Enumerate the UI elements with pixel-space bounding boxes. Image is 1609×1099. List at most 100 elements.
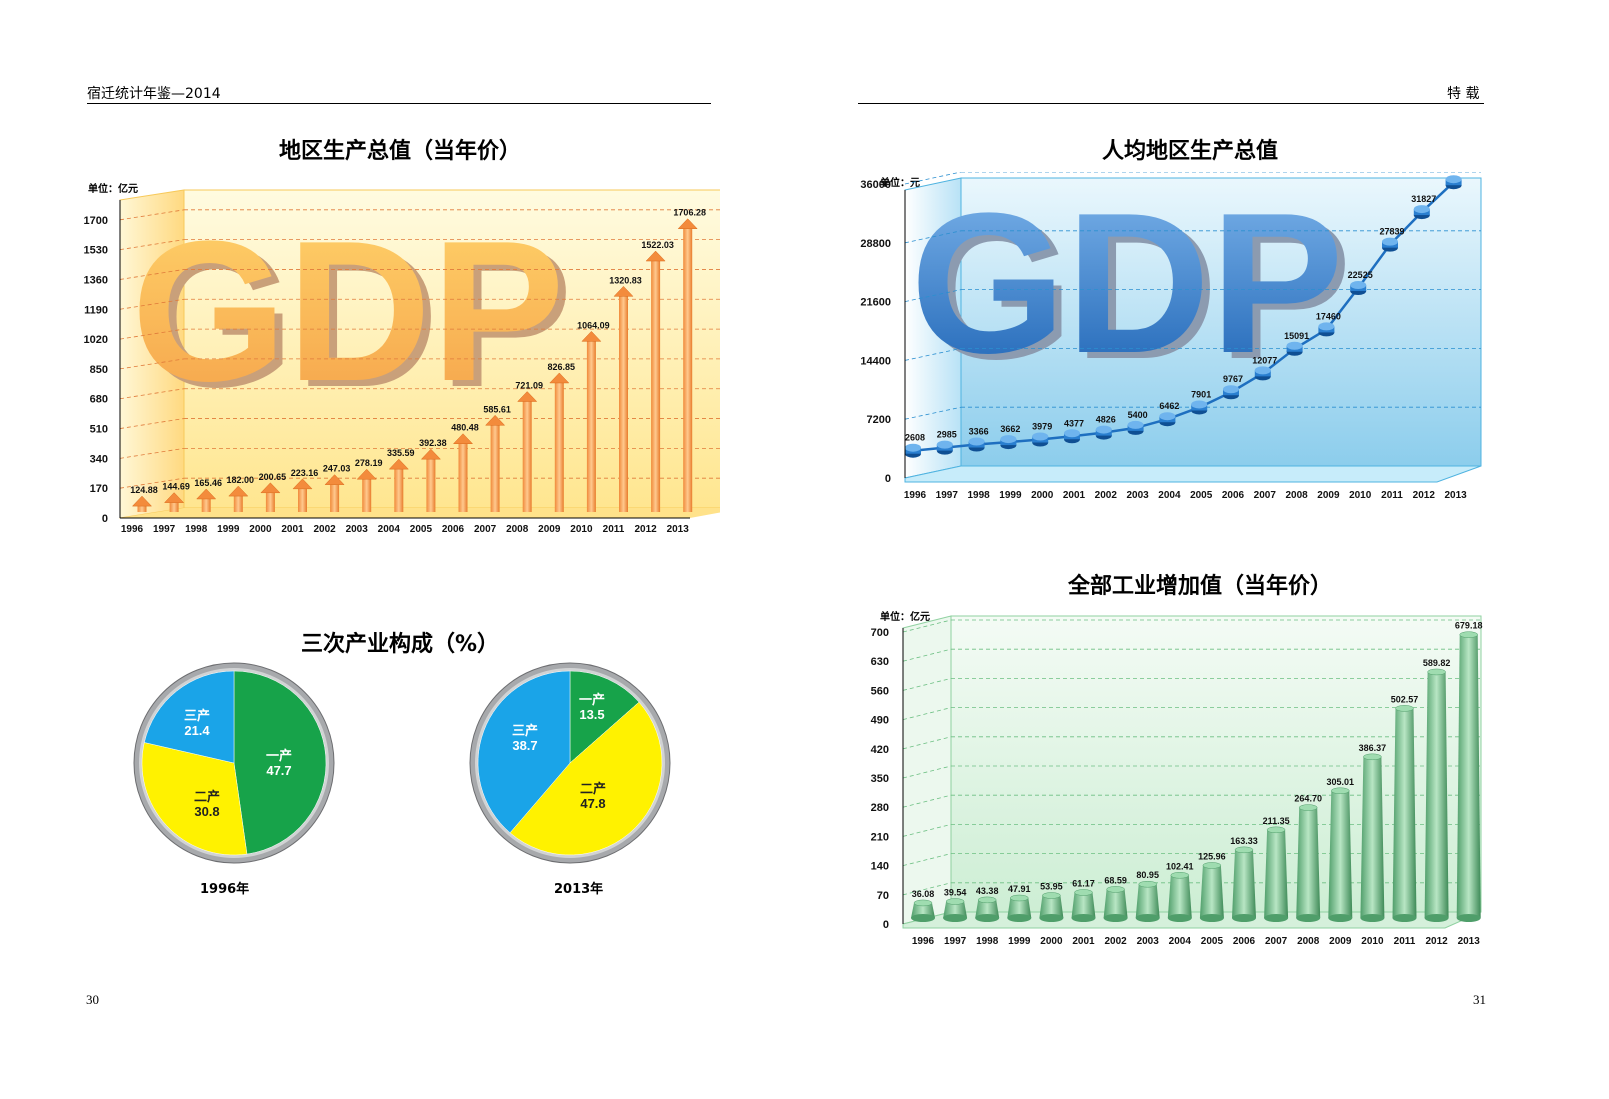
gdp-gridline-side xyxy=(119,388,185,400)
per-capita-value-label: 31827 xyxy=(1411,194,1436,204)
gdp-bar xyxy=(549,372,570,512)
per-capita-point xyxy=(1413,205,1430,220)
industry-bar-body xyxy=(1360,756,1385,918)
industry-bar xyxy=(1232,846,1256,922)
per-capita-y-tick-label: 14400 xyxy=(860,355,891,367)
gdp-x-tick-label: 2010 xyxy=(570,524,593,535)
per-capita-y-tick-label: 0 xyxy=(885,473,891,485)
industry-gridline-side xyxy=(902,882,952,896)
industry-bar-body xyxy=(1071,892,1096,918)
per-capita-point xyxy=(1286,341,1303,356)
industry-bar-top xyxy=(1010,894,1029,902)
per-capita-marker-top xyxy=(1318,322,1335,331)
industry-bar-top xyxy=(1138,880,1157,888)
industry-value-label: 163.33 xyxy=(1230,836,1258,846)
gdp-value-label: 392.38 xyxy=(419,438,447,448)
gdp-x-tick-label: 2004 xyxy=(378,524,401,535)
per-capita-value-label: 2985 xyxy=(937,430,957,440)
pie-2013-caption: 2013年 xyxy=(554,882,604,897)
industry-y-tick-label: 630 xyxy=(871,656,889,668)
gdp-bar-arrowhead xyxy=(292,478,313,490)
gdp-value-label: 585.61 xyxy=(483,404,511,414)
industry-value-label: 68.59 xyxy=(1104,875,1127,885)
per-capita-marker-top xyxy=(968,437,985,446)
right-header-title: 特 载 xyxy=(1447,86,1480,102)
gdp-x-tick-label: 2013 xyxy=(667,524,690,535)
per-capita-x-tick-label: 2001 xyxy=(1063,490,1086,501)
per-capita-point xyxy=(1095,425,1112,440)
gdp-x-tick-label: 1997 xyxy=(153,524,176,535)
per-capita-x-tick-label: 2004 xyxy=(1158,490,1181,501)
industry-x-tick-label: 2013 xyxy=(1458,936,1481,947)
industry-gridline-side xyxy=(902,736,952,750)
per-capita-y-tick-label: 7200 xyxy=(867,414,891,426)
industry-x-tick-label: 1997 xyxy=(944,936,967,947)
gdp-gridline-side xyxy=(119,328,185,340)
gdp-x-tick-label: 1998 xyxy=(185,524,208,535)
per-capita-point xyxy=(1382,237,1398,252)
left-page-number: 30 xyxy=(86,992,99,1007)
industry-bar-top xyxy=(1202,862,1222,869)
gdp-bar xyxy=(517,391,538,512)
per-capita-gridline-side xyxy=(904,172,962,185)
per-capita-marker-top xyxy=(1223,385,1239,394)
per-capita-gridline-side xyxy=(904,230,962,244)
industry-bar-top xyxy=(1298,804,1318,811)
gdp-x-tick-label: 2002 xyxy=(313,524,336,535)
pie-slice-label: 一产 xyxy=(266,748,292,763)
gdp-gridline-side xyxy=(119,418,185,429)
industry-value-label: 61.17 xyxy=(1072,878,1095,888)
gdp-bar-shaft xyxy=(619,296,628,512)
industry-bar-base xyxy=(1135,914,1160,922)
industry-side-wall xyxy=(902,615,952,925)
industry-bar-body xyxy=(1456,634,1481,918)
industry-x-tick-label: 2012 xyxy=(1425,936,1448,947)
gdp-x-tick-label: 2007 xyxy=(474,524,497,535)
pie-slice-label: 一产 xyxy=(579,692,605,707)
gdp-value-label: 480.48 xyxy=(451,423,479,433)
gdp-bar-arrowhead xyxy=(613,285,634,297)
per-capita-x-tick-label: 2009 xyxy=(1317,490,1340,501)
per-capita-floor xyxy=(904,465,1482,483)
industry-bar-base xyxy=(1360,914,1385,922)
per-capita-marker-top xyxy=(936,440,953,449)
gdp-x-tick-label: 2009 xyxy=(538,524,561,535)
industry-y-tick-label: 140 xyxy=(871,861,889,873)
industry-y-tick-label: 700 xyxy=(871,627,889,639)
per-capita-point xyxy=(1350,281,1367,296)
per-capita-value-label: 2608 xyxy=(905,433,925,443)
gdp-y-tick-label: 170 xyxy=(90,483,108,495)
industry-bar-body xyxy=(1135,884,1160,918)
per-capita-x-tick-label: 2006 xyxy=(1222,490,1245,501)
per-capita-value-label: 17460 xyxy=(1316,311,1341,321)
per-capita-x-tick-label: 2005 xyxy=(1190,490,1213,501)
gdp-value-label: 826.85 xyxy=(548,362,576,372)
pie-1996-caption: 1996年 xyxy=(200,882,250,897)
industry-value-label: 102.41 xyxy=(1166,861,1194,871)
per-capita-marker-top xyxy=(1286,341,1303,350)
per-capita-point xyxy=(1191,400,1208,415)
gdp-x-tick-label: 2011 xyxy=(603,524,625,535)
industry-bar-top xyxy=(1042,892,1061,899)
industry-y-tick-label: 0 xyxy=(883,919,889,931)
gdp-gridline-side xyxy=(119,209,185,221)
pie-slice-value: 38.7 xyxy=(512,738,537,753)
per-capita-value-label: 27839 xyxy=(1379,227,1404,237)
industry-bar-body xyxy=(1103,889,1128,918)
per-capita-point xyxy=(1064,429,1080,444)
industry-y-tick-label: 490 xyxy=(871,715,889,727)
gdp-bar-arrowhead xyxy=(549,372,570,384)
gdp-bar-arrowhead xyxy=(420,448,441,460)
industry-bar-body xyxy=(1007,898,1032,918)
industry-value-label: 53.95 xyxy=(1040,881,1063,891)
industry-unit-label: 单位：亿元 xyxy=(880,612,930,623)
pie-slice-value: 30.8 xyxy=(194,804,219,819)
industry-bar-body xyxy=(975,899,1000,918)
industry-y-tick-label: 420 xyxy=(871,744,889,756)
pie-section-title: 三次产业构成（%） xyxy=(300,632,500,657)
gdp-y-tick-label: 1530 xyxy=(84,245,108,257)
industry-bar-body xyxy=(1424,671,1449,918)
pie-slice-value: 47.7 xyxy=(266,763,291,778)
industry-bar-body xyxy=(911,902,935,918)
